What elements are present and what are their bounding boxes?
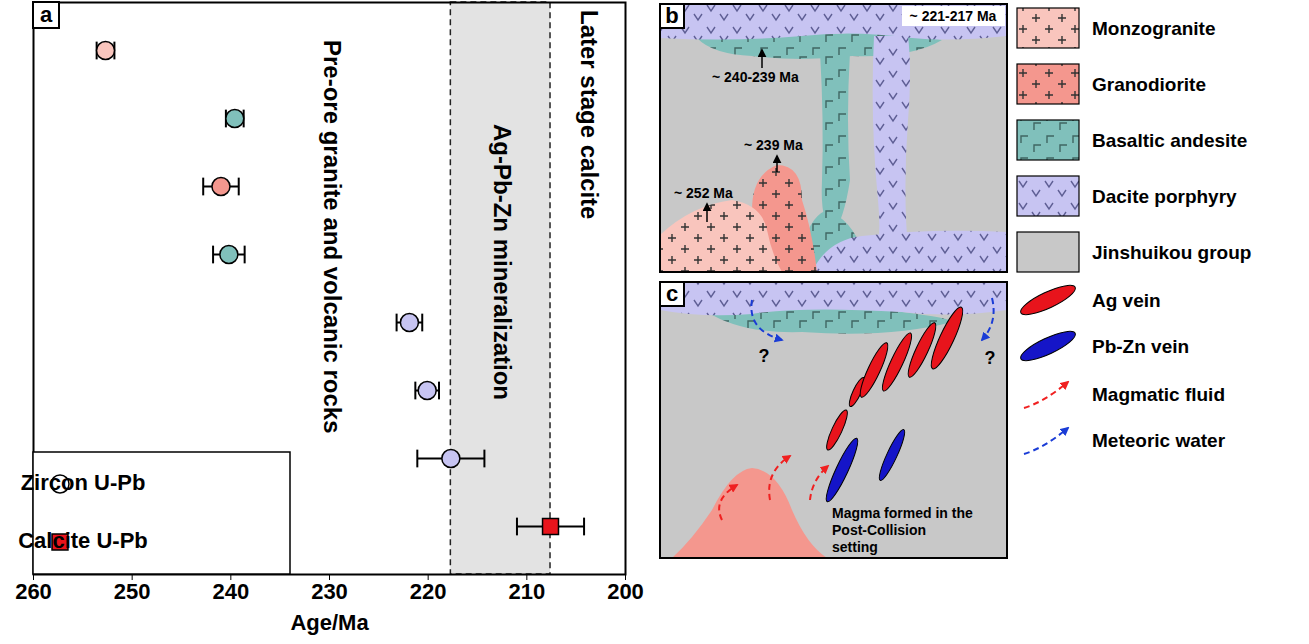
svg-text:Post-Collision: Post-Collision — [832, 522, 926, 538]
svg-text:~ 252 Ma: ~ 252 Ma — [674, 185, 733, 201]
svg-text:Later stage calcite: Later stage calcite — [576, 10, 603, 219]
svg-text:Basaltic andesite: Basaltic andesite — [1092, 130, 1247, 151]
svg-text:?: ? — [759, 346, 770, 366]
svg-text:~ 221-217 Ma: ~ 221-217 Ma — [910, 8, 997, 24]
svg-text:Magmatic fluid: Magmatic fluid — [1092, 384, 1225, 405]
svg-text:Magma formed in the: Magma formed in the — [832, 505, 973, 521]
svg-text:Dacite porphyry: Dacite porphyry — [1092, 186, 1237, 207]
svg-text:250: 250 — [114, 579, 151, 604]
svg-text:Pb-Zn vein: Pb-Zn vein — [1092, 336, 1189, 357]
svg-text:c: c — [666, 281, 678, 306]
svg-text:Meteoric water: Meteoric water — [1092, 430, 1226, 451]
svg-text:Calcite U-Pb: Calcite U-Pb — [18, 528, 148, 553]
svg-text:a: a — [40, 2, 53, 27]
svg-text:Zircon U-Pb: Zircon U-Pb — [21, 470, 146, 495]
svg-text:b: b — [665, 3, 678, 28]
svg-text:260: 260 — [15, 579, 52, 604]
svg-text:~ 240-239 Ma: ~ 240-239 Ma — [712, 69, 799, 85]
svg-text:Ag vein: Ag vein — [1092, 290, 1161, 311]
svg-text:240: 240 — [212, 579, 249, 604]
svg-text:220: 220 — [410, 579, 447, 604]
svg-text:230: 230 — [311, 579, 348, 604]
svg-text:200: 200 — [607, 579, 644, 604]
svg-text:Granodiorite: Granodiorite — [1092, 74, 1206, 95]
svg-text:~ 239 Ma: ~ 239 Ma — [744, 137, 803, 153]
svg-text:setting: setting — [832, 539, 878, 555]
svg-text:Jinshuikou group: Jinshuikou group — [1092, 242, 1251, 263]
svg-text:?: ? — [985, 348, 996, 368]
svg-text:Pre-ore granite and volcanic r: Pre-ore granite and volcanic rocks — [319, 40, 346, 433]
svg-text:Age/Ma: Age/Ma — [290, 610, 369, 635]
svg-text:Monzogranite: Monzogranite — [1092, 18, 1216, 39]
svg-text:Ag-Pb-Zn mineralization: Ag-Pb-Zn mineralization — [489, 124, 516, 400]
svg-text:210: 210 — [508, 579, 545, 604]
